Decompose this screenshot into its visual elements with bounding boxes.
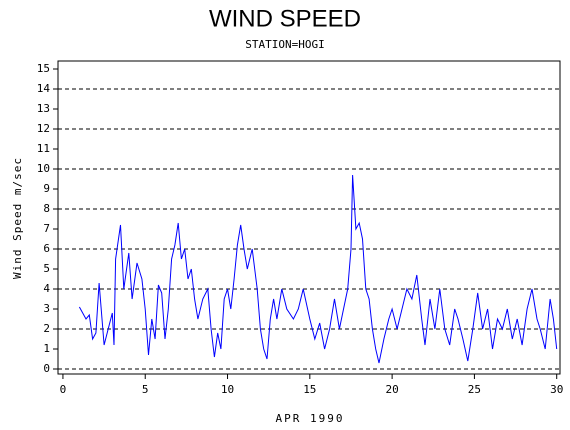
y-tick-label: 14 [37, 82, 51, 95]
x-tick-label: 5 [142, 383, 149, 396]
x-tick-label: 25 [468, 383, 481, 396]
y-tick-label: 5 [43, 262, 50, 275]
y-axis-label: Wind Speed m/sec [11, 157, 24, 279]
y-tick-label: 6 [43, 242, 50, 255]
data-line [78, 174, 558, 364]
y-tick-label: 1 [43, 342, 50, 355]
x-tick-label: 20 [385, 383, 398, 396]
y-tick-label: 0 [43, 362, 50, 375]
y-tick-label: 4 [43, 282, 50, 295]
x-tick-label: 30 [550, 383, 563, 396]
x-axis-label: APR 1990 [276, 412, 345, 425]
y-tick-label: 11 [37, 142, 50, 155]
y-tick-label: 2 [43, 322, 50, 335]
y-tick-label: 8 [43, 202, 50, 215]
y-tick-label: 13 [37, 102, 50, 115]
y-tick-label: 3 [43, 302, 50, 315]
y-tick-label: 7 [43, 222, 50, 235]
y-tick-label: 10 [37, 162, 50, 175]
x-tick-label: 15 [303, 383, 316, 396]
x-tick-label: 10 [221, 383, 234, 396]
x-tick-label: 0 [60, 383, 67, 396]
chart-subtitle: STATION=HOGI [245, 38, 324, 51]
y-tick-label: 12 [37, 122, 50, 135]
y-tick-label: 15 [37, 62, 50, 75]
chart-title: WIND SPEED [209, 5, 361, 32]
plot-frame [57, 60, 561, 375]
y-tick-label: 9 [43, 182, 50, 195]
